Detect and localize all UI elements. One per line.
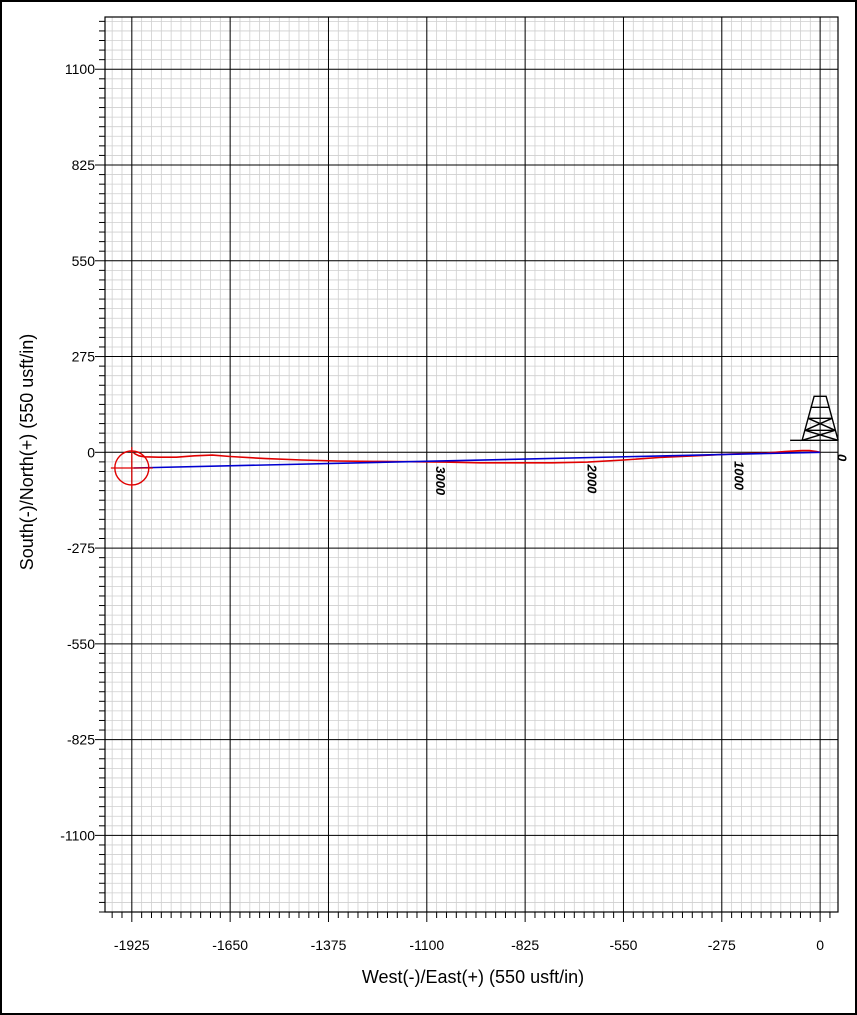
axis-ticks — [95, 20, 831, 922]
x-tick-labels: -1925 -1650 -1375 -1100 -825 -550 -275 0 — [114, 937, 824, 953]
y-tick-label: -550 — [67, 636, 95, 652]
x-tick-label: -825 — [511, 937, 539, 953]
plot-border — [104, 16, 839, 913]
y-axis-title: South(-)/North(+) (550 usft/in) — [17, 334, 37, 571]
y-tick-label: -275 — [67, 540, 95, 556]
y-tick-label: 825 — [72, 157, 96, 173]
rig-icon — [790, 395, 839, 442]
x-tick-label: -1100 — [409, 937, 444, 953]
x-tick-label: -1650 — [212, 937, 248, 953]
x-axis-title: West(-)/East(+) (550 usft/in) — [362, 967, 584, 987]
planned-path-line — [133, 451, 821, 469]
y-tick-label: 275 — [72, 349, 96, 365]
md-depth-label: 1000 — [731, 461, 746, 491]
marker-layer — [110, 395, 839, 489]
x-tick-label: 0 — [816, 937, 824, 953]
x-tick-label: -1375 — [311, 937, 347, 953]
y-tick-label: 0 — [87, 444, 95, 460]
rig-bracing — [801, 417, 839, 441]
md-depth-label: 0 — [834, 454, 849, 462]
y-tick-labels: 1100 825 550 275 0 -275 -550 -825 -1100 — [60, 61, 95, 843]
y-tick-label: 550 — [72, 253, 96, 269]
actual-path-line — [133, 449, 821, 464]
md-depth-label: 2000 — [585, 464, 600, 495]
y-tick-label: -825 — [67, 732, 95, 748]
md-label-layer: 0 1000 2000 3000 — [433, 454, 850, 496]
minor-grid — [105, 17, 838, 913]
y-tick-label: -1100 — [60, 827, 95, 843]
x-tick-label: -1925 — [114, 937, 150, 953]
rig-crossbars — [805, 406, 836, 432]
md-depth-label: 3000 — [433, 466, 448, 496]
y-tick-label: 1100 — [65, 61, 95, 77]
series-layer — [133, 449, 821, 469]
x-tick-label: -550 — [609, 937, 637, 953]
x-tick-label: -275 — [708, 937, 736, 953]
